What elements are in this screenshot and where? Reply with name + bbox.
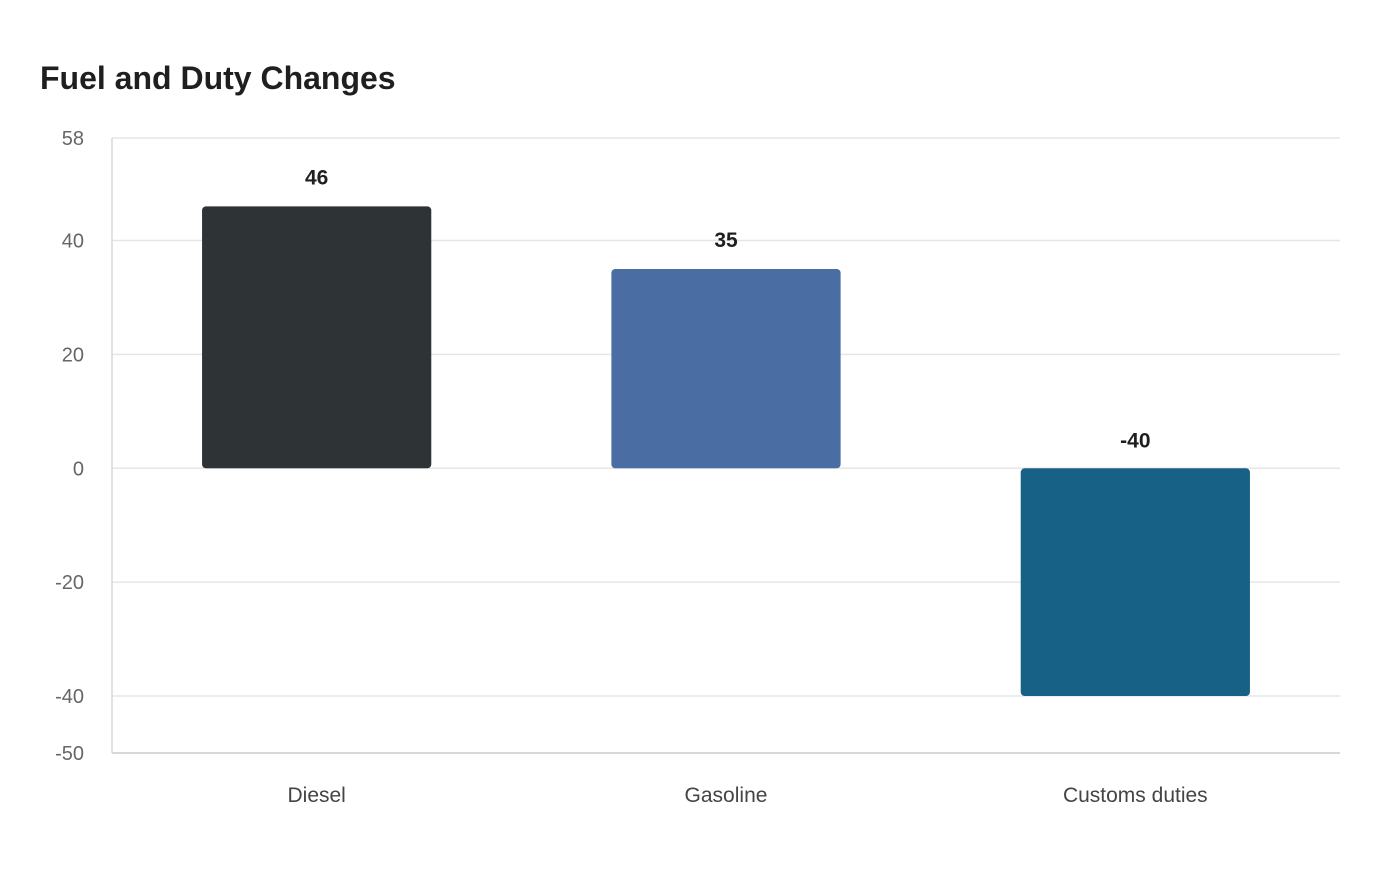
bar-diesel	[202, 206, 432, 469]
labels: 46 Diesel 35 Gasoline -40 Customs duties	[287, 166, 1207, 807]
chart-title: Fuel and Duty Changes	[40, 60, 396, 96]
y-tick-label: 40	[62, 231, 84, 253]
axes: 58 40 20 0 -20 -40 -50	[55, 128, 1340, 765]
x-tick-label: Customs duties	[1063, 784, 1208, 807]
y-tick-label: -40	[55, 686, 84, 708]
y-tick-label: -20	[55, 572, 84, 594]
bar-gasoline	[611, 268, 841, 469]
x-tick-label: Gasoline	[685, 784, 768, 807]
bar-customs-duties	[1020, 468, 1250, 697]
y-tick-label: 58	[62, 128, 84, 150]
value-label: -40	[1120, 429, 1150, 452]
bars	[202, 206, 1250, 697]
y-tick-label: 0	[73, 458, 84, 480]
value-label: 46	[305, 166, 328, 189]
value-label: 35	[714, 229, 738, 252]
y-tick-label: -50	[55, 743, 84, 765]
x-tick-label: Diesel	[287, 784, 345, 807]
y-tick-label: 20	[62, 344, 84, 366]
